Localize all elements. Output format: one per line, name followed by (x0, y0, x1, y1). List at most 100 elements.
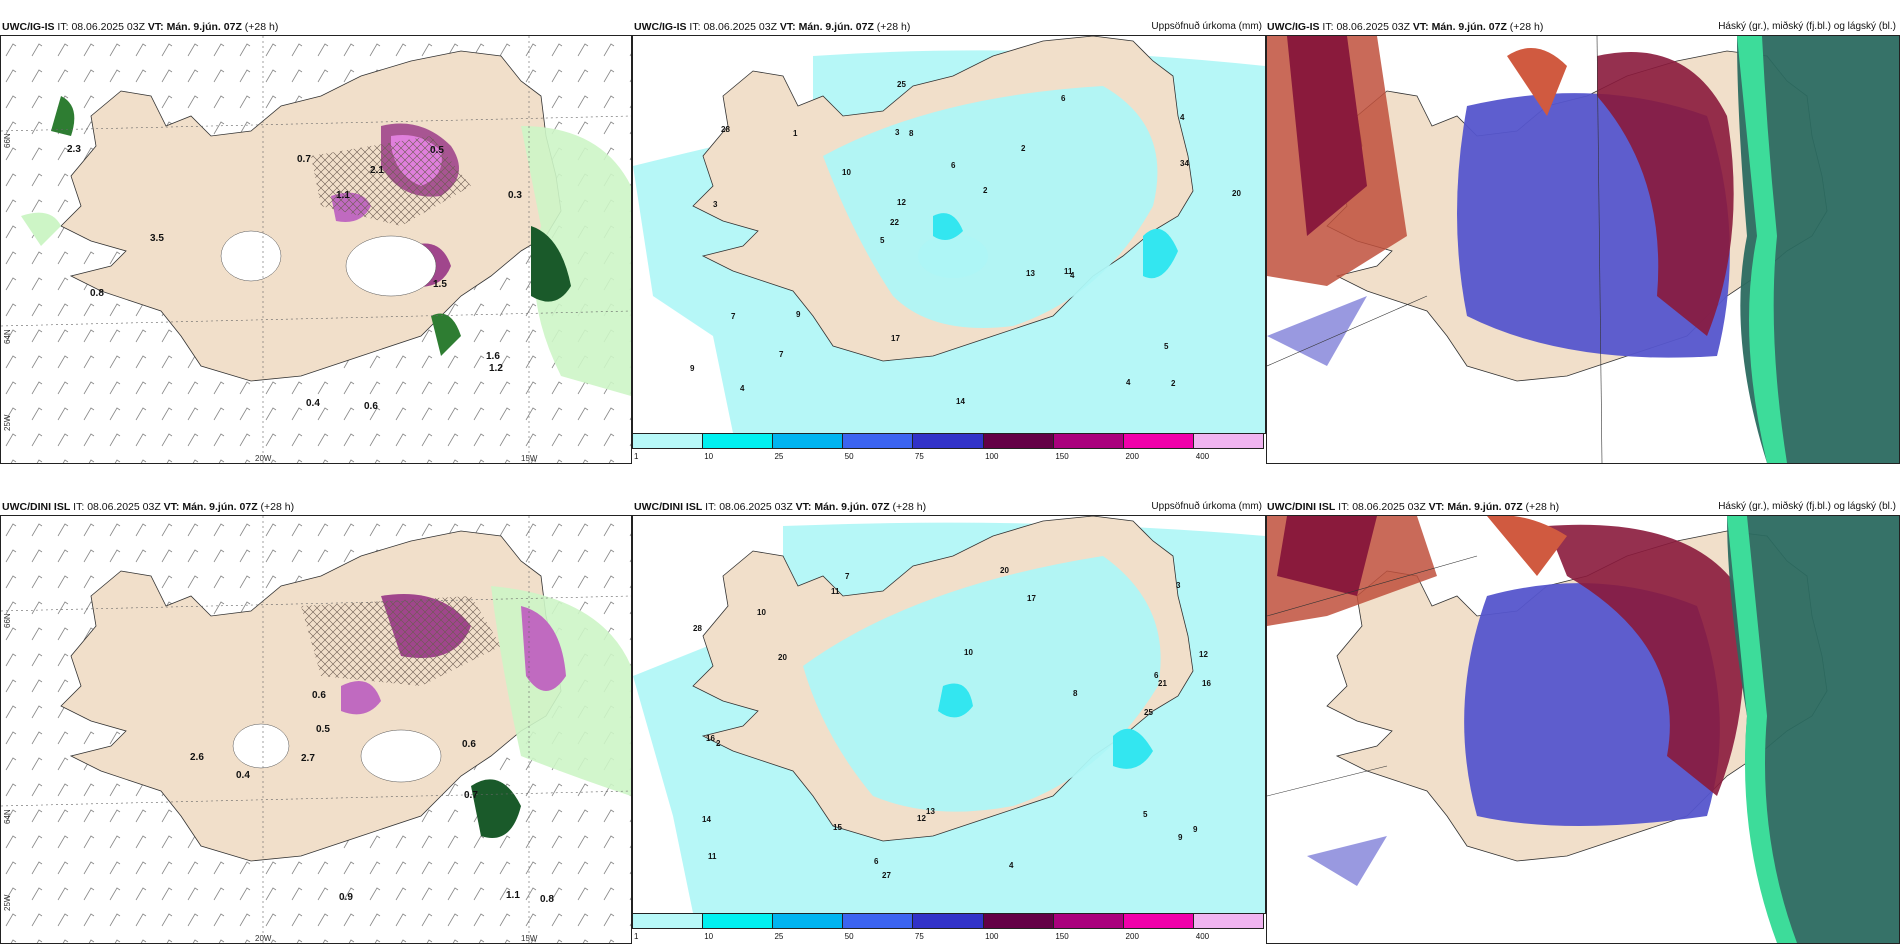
precip-value: 14 (702, 815, 711, 824)
precip-colorbar (632, 433, 1264, 449)
snow-value: 0.9 (339, 892, 353, 903)
map-a1[interactable]: 1.1 1.2 2.3 0.3 0.4 0.7 0.6 0.5 3.5 0.8 1.6 2.1 1.5 … (0, 35, 632, 464)
colorbar-tick-label: 50 (844, 452, 854, 461)
precip-value: 12 (897, 198, 906, 207)
model-name: UWC/DINI ISL (2, 501, 71, 513)
precip-value: 9 (1178, 833, 1183, 842)
precip-value: 27 (882, 871, 891, 880)
map-a2[interactable]: 0.6 0.8 0.7 0.9 0.6 2.7 0.4 0.5 1.1 2.6 20W 15W 6… (0, 515, 632, 944)
snow-value: 0.6 (364, 401, 378, 412)
precip-value: 4 (1126, 378, 1131, 387)
precip-value: 11 (708, 852, 717, 861)
colorbar-segment (1053, 914, 1124, 928)
colorbar-ticks: 1 10 25 50 75 100 150 200 400 (632, 452, 1264, 464)
colorbar-tick-label: 10 (704, 452, 714, 461)
lead-time: (+28 h) (1509, 21, 1544, 33)
map-b2[interactable]: 5 12 9 10 11 7 6 15 3 20 16 28 25 27 14 10 9 11 13 21 16 2 4 8 6… (632, 515, 1266, 914)
map-a2-svg (1, 516, 631, 943)
lon-label-15w: 15W (521, 934, 538, 943)
precip-value: 25 (1144, 708, 1153, 717)
precip-value: 14 (956, 397, 965, 406)
map-b1[interactable]: 2 3 4 5 2 4 3 6 7 10 9 7 8 2 4 28 25 20 13 34 22 17 12 1 6 9 4 5 11 1… (632, 35, 1266, 434)
snow-value: 1.2 (489, 363, 503, 374)
vt-label: VT: Mán. 9.jún. 07Z (163, 501, 258, 513)
snow-value: 2.3 (67, 144, 81, 155)
precip-value: 1 (793, 129, 798, 138)
colorbar-tick-label: 75 (914, 932, 924, 941)
precip-value: 6 (874, 857, 879, 866)
colorbar-tick-label: 75 (914, 452, 924, 461)
precip-value: 8 (1073, 689, 1078, 698)
colorbar-segment (703, 434, 774, 448)
colorbar-tick-label: 25 (774, 452, 784, 461)
precip-value: 2 (1171, 379, 1176, 388)
precip-value: 10 (964, 648, 973, 657)
snow-value: 0.6 (312, 690, 326, 701)
colorbar-segment (1123, 434, 1194, 448)
precip-value: 7 (731, 312, 736, 321)
panel-c1-header: UWC/IG-IS IT: 08.06.2025 03Z VT: Mán. 9.… (1267, 21, 1543, 33)
precip-value: 7 (845, 572, 850, 581)
precip-value: 20 (778, 653, 787, 662)
panel-a1-header: UWC/IG-IS IT: 08.06.2025 03Z VT: Mán. 9.… (2, 21, 278, 33)
cloud-title: Háský (gr.), miðský (fj.bl.) og lágský (… (1718, 21, 1896, 32)
colorbar-tick-label: 400 (1195, 452, 1210, 461)
it-value: 08.06.2025 03Z (71, 21, 145, 33)
precip-value: 17 (1027, 594, 1036, 603)
colorbar-tick-label: 10 (704, 932, 714, 941)
model-name: UWC/DINI ISL (1267, 501, 1336, 513)
panel-c2-header: UWC/DINI ISL IT: 08.06.2025 03Z VT: Mán.… (1267, 501, 1559, 513)
lat-label-25w: 25W (3, 414, 12, 431)
precip-value: 5 (1143, 810, 1148, 819)
vt-label: VT: Mán. 9.jún. 07Z (1428, 501, 1523, 513)
precip-value: 12 (1199, 650, 1208, 659)
colorbar-segment (843, 914, 914, 928)
map-b2-svg (633, 516, 1265, 913)
colorbar-tick-label: 100 (985, 932, 999, 941)
precip-value: 4 (1009, 861, 1014, 870)
precip-value: 3 (713, 200, 718, 209)
precip-value: 12 (917, 814, 926, 823)
precip-value: 4 (1070, 271, 1075, 280)
map-c1-svg (1267, 36, 1899, 463)
map-c2-svg (1267, 516, 1899, 943)
snow-value: 0.4 (306, 398, 320, 409)
precip-value: 16 (706, 734, 715, 743)
lat-label-25w: 25W (3, 894, 12, 911)
map-b1-svg (633, 36, 1265, 433)
it-value: 08.06.2025 03Z (703, 21, 777, 33)
precip-value: 21 (1158, 679, 1167, 688)
precip-value: 16 (1202, 679, 1211, 688)
map-c1[interactable] (1266, 35, 1900, 464)
it-label: IT: (1322, 21, 1334, 33)
vt-label: VT: Mán. 9.jún. 07Z (1412, 21, 1507, 33)
colorbar-tick-label: 150 (1055, 932, 1069, 941)
precip-value: 25 (897, 80, 906, 89)
colorbar-segment (983, 914, 1054, 928)
map-c2[interactable] (1266, 515, 1900, 944)
snow-value: 0.8 (90, 288, 104, 299)
vt-label: VT: Mán. 9.jún. 07Z (795, 501, 890, 513)
it-value: 08.06.2025 03Z (719, 501, 793, 513)
lead-time: (+28 h) (260, 501, 295, 513)
precip-value: 4 (740, 384, 745, 393)
precip-value: 2 (1021, 144, 1026, 153)
snow-value: 2.1 (370, 165, 384, 176)
row-bottom: UWC/DINI ISL IT: 08.06.2025 03Z VT: Mán.… (0, 480, 1900, 950)
snow-value: 0.7 (297, 154, 311, 165)
vt-label: VT: Mán. 9.jún. 07Z (779, 21, 874, 33)
colorbar-tick-label: 100 (985, 452, 999, 461)
colorbar-segment (633, 434, 704, 448)
precip-value: 10 (842, 168, 851, 177)
it-label: IT: (1338, 501, 1350, 513)
snow-value: 0.5 (430, 145, 444, 156)
colorbar-segment (913, 914, 984, 928)
colorbar-segment (1053, 434, 1124, 448)
precip-value: 9 (690, 364, 695, 373)
model-name: UWC/IG-IS (634, 21, 687, 33)
colorbar-tick-label: 1 (634, 452, 639, 461)
map-a1-svg (1, 36, 631, 463)
lon-label-20w: 20W (255, 934, 272, 943)
precip-title: Uppsöfnuð úrkoma (mm) (1151, 501, 1262, 512)
it-value: 08.06.2025 03Z (87, 501, 161, 513)
